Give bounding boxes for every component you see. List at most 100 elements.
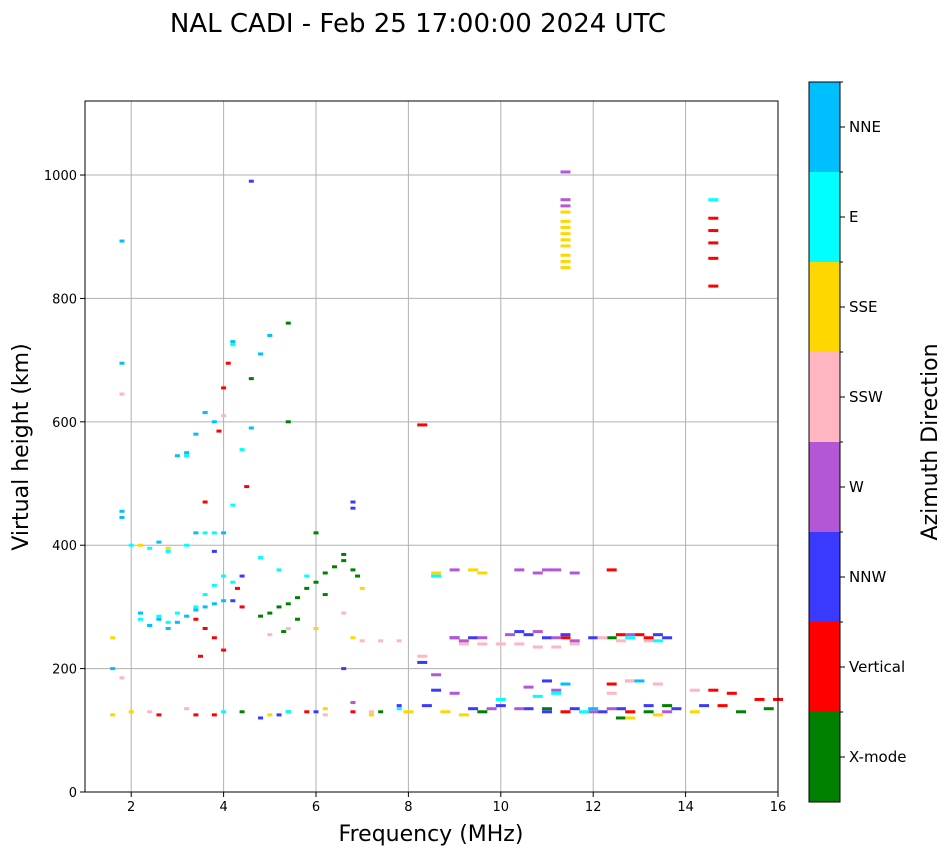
data-point bbox=[295, 617, 301, 621]
data-point bbox=[202, 627, 208, 631]
data-point bbox=[285, 710, 291, 714]
x-ticks: 2 4 6 8 10 12 14 16 bbox=[127, 792, 786, 815]
data-point bbox=[193, 713, 199, 717]
data-point bbox=[147, 623, 153, 627]
data-point bbox=[239, 710, 245, 714]
data-point bbox=[147, 710, 153, 714]
data-point bbox=[184, 707, 190, 711]
data-point bbox=[569, 639, 580, 643]
data-point bbox=[560, 219, 571, 223]
data-point bbox=[368, 710, 374, 714]
data-point bbox=[560, 266, 571, 270]
data-points bbox=[110, 170, 783, 720]
data-point bbox=[359, 639, 365, 643]
data-point bbox=[708, 198, 719, 202]
data-point bbox=[625, 633, 636, 637]
data-point bbox=[440, 710, 451, 714]
data-point bbox=[368, 713, 374, 717]
data-point bbox=[726, 691, 737, 695]
data-point bbox=[560, 633, 571, 637]
data-point bbox=[560, 232, 571, 236]
data-point bbox=[560, 198, 571, 202]
data-point bbox=[211, 636, 217, 640]
data-point bbox=[560, 170, 571, 174]
data-point bbox=[625, 716, 636, 720]
series-sse bbox=[110, 210, 700, 720]
data-point bbox=[551, 636, 562, 640]
data-point bbox=[184, 451, 190, 455]
data-point bbox=[211, 531, 217, 535]
data-point bbox=[110, 636, 116, 640]
colorbar-label-nnw: NNW bbox=[849, 568, 886, 586]
data-point bbox=[717, 704, 728, 708]
data-point bbox=[193, 605, 199, 609]
data-point bbox=[184, 614, 190, 618]
data-point bbox=[295, 596, 301, 600]
data-point bbox=[588, 707, 599, 711]
data-point bbox=[258, 556, 264, 560]
data-point bbox=[486, 707, 497, 711]
data-point bbox=[137, 611, 143, 615]
data-point bbox=[239, 605, 245, 609]
data-point bbox=[267, 713, 273, 717]
data-point bbox=[331, 565, 337, 569]
data-point bbox=[313, 531, 319, 535]
data-point bbox=[569, 571, 580, 575]
data-point bbox=[110, 667, 116, 671]
data-point bbox=[560, 238, 571, 242]
data-point bbox=[689, 710, 700, 714]
colorbar-label-vertical: Vertical bbox=[849, 658, 905, 676]
data-point bbox=[221, 710, 227, 714]
data-point bbox=[221, 414, 227, 418]
colorbar: X-mode Vertical NNW W SSW SSE E NNE bbox=[808, 81, 906, 803]
data-point bbox=[221, 531, 227, 535]
data-point bbox=[763, 707, 774, 711]
colorbar-frame bbox=[808, 81, 841, 803]
data-point bbox=[156, 540, 162, 544]
data-point bbox=[458, 639, 469, 643]
data-point bbox=[165, 549, 171, 553]
data-point bbox=[221, 648, 227, 652]
data-point bbox=[643, 639, 654, 643]
data-point bbox=[625, 710, 636, 714]
data-point bbox=[322, 707, 328, 711]
data-point bbox=[156, 617, 162, 621]
data-point bbox=[202, 605, 208, 609]
data-point bbox=[560, 710, 571, 714]
data-point bbox=[569, 707, 580, 711]
data-point bbox=[304, 586, 310, 590]
data-point bbox=[652, 633, 663, 637]
data-point bbox=[378, 639, 384, 643]
data-point bbox=[174, 611, 180, 615]
data-point bbox=[350, 506, 356, 510]
data-point bbox=[258, 614, 264, 618]
data-point bbox=[248, 179, 254, 183]
data-point bbox=[477, 642, 488, 646]
data-point bbox=[560, 636, 571, 640]
data-point bbox=[304, 574, 310, 578]
data-point bbox=[449, 636, 460, 640]
data-point bbox=[248, 426, 254, 430]
data-point bbox=[322, 713, 328, 717]
data-point bbox=[634, 679, 645, 683]
data-point bbox=[258, 352, 264, 356]
colorbar-segment bbox=[809, 442, 840, 532]
data-point bbox=[569, 642, 580, 646]
colorbar-label-x-mode: X-mode bbox=[849, 748, 906, 766]
data-point bbox=[477, 710, 488, 714]
data-point bbox=[211, 583, 217, 587]
colorbar-label-ssw: SSW bbox=[849, 388, 883, 406]
data-point bbox=[421, 704, 432, 708]
data-point bbox=[193, 531, 199, 535]
data-point bbox=[578, 710, 589, 714]
data-point bbox=[244, 485, 250, 489]
data-point bbox=[285, 602, 291, 606]
y-tick-label: 800 bbox=[52, 292, 77, 307]
data-point bbox=[202, 411, 208, 415]
data-point bbox=[281, 630, 287, 634]
data-point bbox=[468, 636, 479, 640]
data-point bbox=[230, 343, 236, 347]
data-point bbox=[551, 645, 562, 649]
data-point bbox=[202, 593, 208, 597]
